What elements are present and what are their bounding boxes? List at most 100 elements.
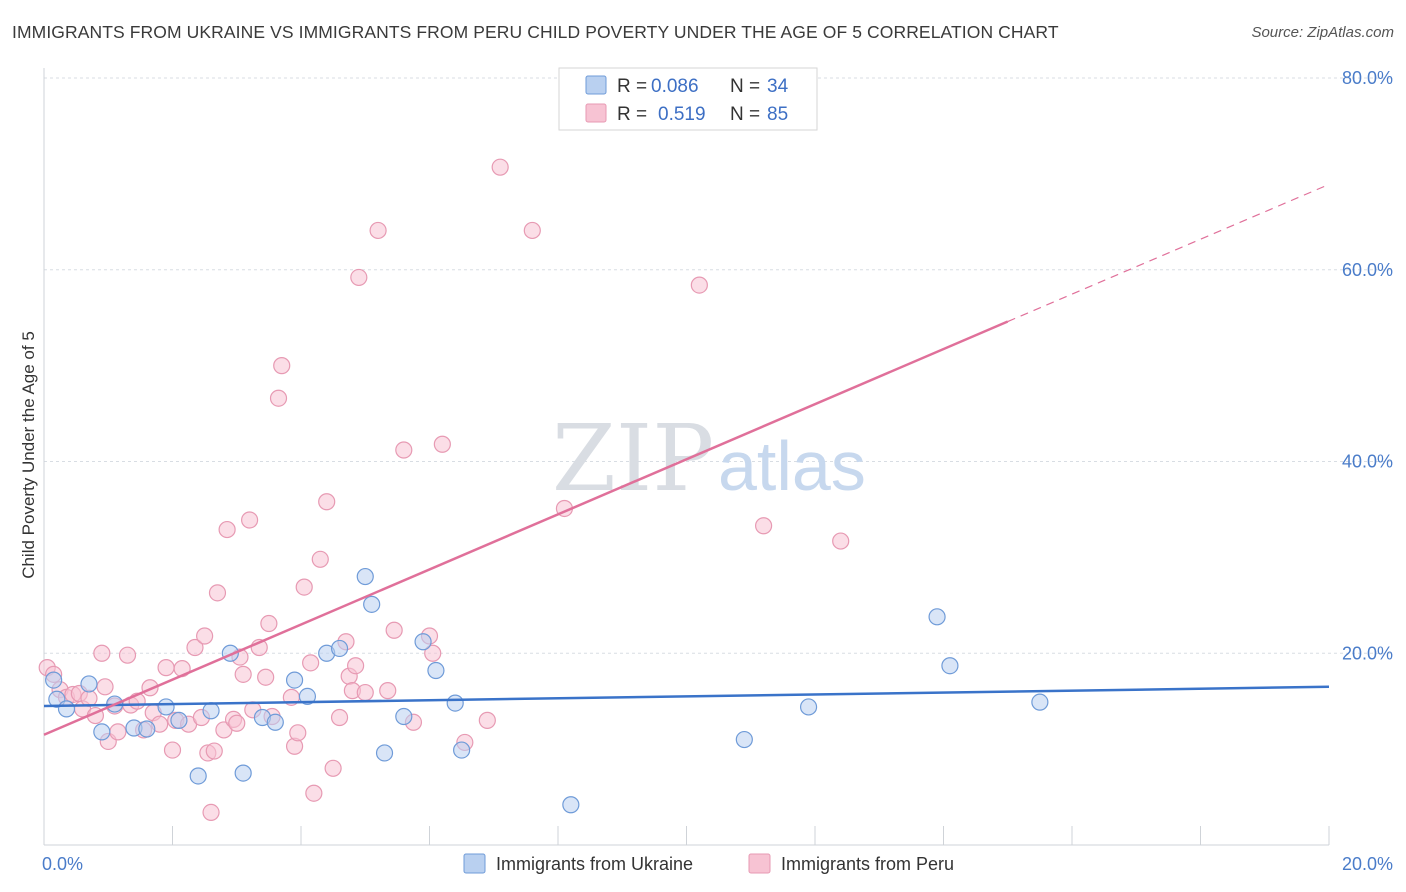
- peru-point: [208, 584, 227, 602]
- legend-ukraine-r-value: 0.086: [651, 76, 699, 97]
- peru-point: [218, 520, 236, 539]
- peru-point: [379, 682, 397, 700]
- peru-point: [93, 644, 111, 662]
- watermark: ZIP atlas: [552, 405, 866, 512]
- bottom-legend-peru-swatch: [748, 853, 771, 874]
- ukraine-point: [45, 671, 63, 689]
- ukraine-point: [562, 796, 580, 814]
- ukraine-point: [189, 767, 207, 785]
- axes: 20.0% 40.0% 60.0% 80.0% 0.0% 20.0%: [42, 68, 1393, 874]
- peru-point: [433, 435, 451, 453]
- peru-point: [186, 638, 204, 657]
- ukraine-point: [928, 608, 946, 626]
- bottom-legend-peru-label: Immigrants from Peru: [781, 854, 954, 874]
- legend-ukraine-n-value: 34: [767, 76, 789, 97]
- ukraine-point: [799, 698, 818, 716]
- x-tick-label-max: 20.0%: [1342, 854, 1393, 874]
- peru-point: [491, 158, 509, 176]
- peru-point: [754, 517, 773, 535]
- series-ukraine-points: [45, 567, 1049, 814]
- peru-point: [118, 646, 137, 664]
- chart-title: IMMIGRANTS FROM UKRAINE VS IMMIGRANTS FR…: [12, 22, 1059, 42]
- peru-point: [690, 276, 708, 294]
- peru-point: [324, 759, 342, 777]
- y-tick-label: 60.0%: [1342, 260, 1393, 280]
- ukraine-point: [80, 675, 98, 693]
- ukraine-point: [57, 700, 76, 718]
- peru-point: [96, 678, 114, 696]
- ukraine-point: [157, 698, 175, 716]
- peru-trend-extension: [1007, 183, 1330, 323]
- peru-point: [109, 723, 127, 741]
- peru-point: [395, 441, 413, 459]
- ukraine-point: [298, 687, 317, 705]
- peru-point: [257, 668, 275, 686]
- peru-point: [305, 784, 323, 802]
- x-tick-label-min: 0.0%: [42, 854, 83, 874]
- bottom-legend-ukraine-label: Immigrants from Ukraine: [496, 854, 693, 874]
- peru-trend-line: [43, 320, 1009, 736]
- ukraine-point: [414, 633, 432, 651]
- peru-point: [369, 221, 387, 240]
- peru-point: [241, 511, 259, 529]
- peru-point: [202, 803, 220, 822]
- ukraine-point: [138, 720, 156, 738]
- peru-point: [157, 659, 175, 677]
- peru-point: [330, 708, 349, 727]
- ukraine-point: [356, 567, 374, 586]
- grid-lines: [44, 77, 1392, 654]
- ukraine-point: [93, 723, 111, 741]
- peru-point: [832, 532, 850, 550]
- ukraine-trend-line: [43, 685, 1330, 708]
- ukraine-point: [446, 694, 464, 712]
- peru-point: [289, 724, 307, 742]
- legend-ukraine-r-label: R =: [617, 76, 647, 97]
- ukraine-point: [427, 661, 445, 680]
- legend-ukraine-n-label: N =: [730, 76, 760, 97]
- ukraine-point: [941, 657, 959, 675]
- ukraine-point: [453, 741, 471, 759]
- y-tick-label: 80.0%: [1342, 68, 1393, 88]
- bottom-legend-ukraine-swatch: [463, 853, 486, 874]
- ukraine-point: [330, 639, 349, 658]
- ukraine-point: [202, 702, 220, 720]
- ukraine-point: [735, 730, 753, 749]
- peru-point: [318, 493, 336, 511]
- peru-point: [163, 741, 182, 759]
- ukraine-point: [1031, 693, 1049, 711]
- legend-peru-r-label: R =: [617, 104, 647, 125]
- legend-box: R = 0.086 N = 34 R = 0.519 N = 85: [558, 67, 818, 131]
- ukraine-point: [266, 713, 284, 731]
- ukraine-point: [363, 595, 381, 613]
- peru-point: [273, 357, 291, 375]
- peru-point: [295, 578, 313, 596]
- ukraine-point: [395, 707, 413, 726]
- peru-point: [196, 627, 214, 645]
- legend-peru-swatch: [585, 103, 607, 123]
- peru-point: [302, 654, 320, 672]
- peru-point: [356, 683, 374, 702]
- peru-point: [385, 621, 403, 639]
- y-tick-label: 20.0%: [1342, 643, 1393, 663]
- bottom-legend: Immigrants from Ukraine Immigrants from …: [463, 853, 954, 874]
- ukraine-point: [285, 671, 304, 689]
- legend-ukraine-swatch: [585, 75, 607, 95]
- peru-point: [350, 268, 368, 287]
- watermark-atlas: atlas: [718, 427, 866, 505]
- ukraine-point: [170, 711, 188, 729]
- chart-source: Source: ZipAtlas.com: [1251, 24, 1394, 41]
- y-tick-label: 40.0%: [1342, 452, 1393, 472]
- ukraine-point: [375, 744, 394, 762]
- peru-point: [523, 221, 541, 240]
- peru-point: [234, 665, 252, 683]
- trend-lines: [43, 183, 1330, 736]
- peru-point: [80, 689, 98, 707]
- peru-point: [478, 711, 496, 729]
- peru-point: [347, 657, 365, 675]
- peru-point: [424, 644, 442, 662]
- peru-point: [269, 389, 288, 407]
- legend-peru-r-value: 0.519: [658, 104, 706, 125]
- peru-point: [228, 714, 246, 732]
- peru-point: [311, 550, 329, 568]
